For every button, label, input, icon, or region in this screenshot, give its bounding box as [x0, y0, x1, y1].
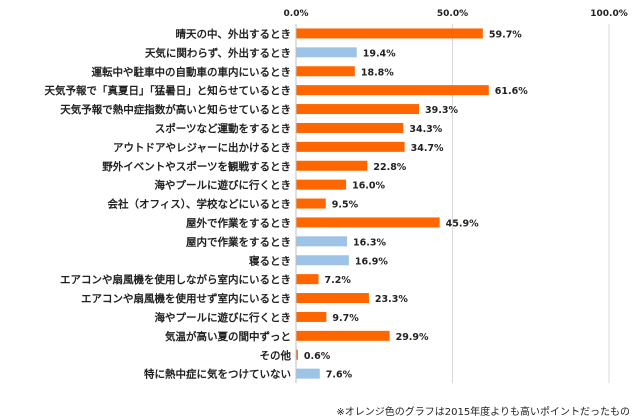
bar [296, 198, 326, 209]
category-label: 特に熱中症に気をつけていない [144, 368, 291, 381]
x-tick-label: 100.0% [590, 9, 628, 19]
data-label: 16.9% [355, 256, 388, 267]
category-label: 海やプールに遊びに行くとき [155, 311, 292, 324]
category-label: 屋外で作業をするとき [186, 216, 291, 229]
bar [296, 349, 298, 360]
bar [296, 368, 320, 379]
data-label: 7.2% [325, 275, 352, 286]
category-label: 寝るとき [249, 254, 291, 267]
data-label: 19.4% [363, 48, 396, 59]
category-label: 天気予報で熱中症指数が高いと知らせているとき [60, 103, 291, 116]
category-label: 海やプールに遊びに行くとき [155, 179, 292, 192]
data-label: 34.3% [409, 124, 442, 135]
data-label: 29.9% [396, 332, 429, 343]
bar [296, 179, 347, 190]
category-label: スポーツなど運動をするとき [155, 122, 291, 135]
category-label: 天気予報で「真夏日」「猛暑日」と知らせているとき [44, 84, 291, 97]
data-label: 16.3% [353, 237, 386, 248]
data-label: 16.0% [352, 181, 385, 192]
data-label: 18.8% [361, 67, 394, 78]
bar [296, 141, 405, 152]
bar [296, 66, 355, 77]
category-label: 晴天の中、外出するとき [176, 27, 292, 40]
chart-footnote: ※オレンジ色のグラフは2015年度よりも高いポイントだったもの [336, 407, 630, 418]
data-label: 59.7% [489, 29, 522, 40]
category-label: 運転中や駐車中の自動車の車内にいるとき [92, 65, 292, 78]
category-label: 気温が高い夏の間中ずっと [164, 330, 291, 343]
data-label: 9.5% [332, 200, 359, 211]
bar [296, 311, 327, 322]
bar [296, 122, 404, 133]
bar [296, 85, 489, 96]
data-label: 23.3% [375, 294, 408, 305]
data-label: 9.7% [332, 313, 359, 324]
data-label: 0.6% [304, 351, 331, 362]
category-label: アウトドアやレジャーに出かけるとき [113, 141, 291, 154]
data-label: 39.3% [425, 105, 458, 116]
category-label: 会社（オフィス）、学校などにいるとき [107, 198, 291, 211]
bar [296, 236, 348, 247]
bar [296, 293, 369, 304]
bar [296, 255, 349, 266]
bar [296, 47, 357, 58]
category-label: 天気に関わらず、外出するとき [145, 46, 291, 59]
data-label: 45.9% [446, 218, 479, 229]
category-label: 屋内で作業をするとき [186, 235, 291, 248]
data-label: 34.7% [411, 143, 444, 154]
bar [296, 274, 319, 285]
bar [296, 330, 390, 341]
category-label: 野外イベントやスポーツを観戦するとき [102, 160, 291, 173]
bar [296, 104, 420, 115]
bar [296, 217, 440, 228]
data-label: 22.8% [373, 162, 406, 173]
x-tick-label: 0.0% [284, 9, 309, 19]
category-label: エアコンや扇風機を使用しながら室内にいるとき [60, 273, 291, 286]
data-label: 61.6% [495, 86, 528, 97]
category-label: その他 [260, 349, 292, 362]
bar [296, 28, 483, 39]
bar [296, 160, 368, 171]
x-tick-label: 50.0% [437, 9, 468, 19]
data-label: 7.6% [326, 370, 353, 381]
category-label: エアコンや扇風機を使用せず室内にいるとき [81, 292, 291, 305]
